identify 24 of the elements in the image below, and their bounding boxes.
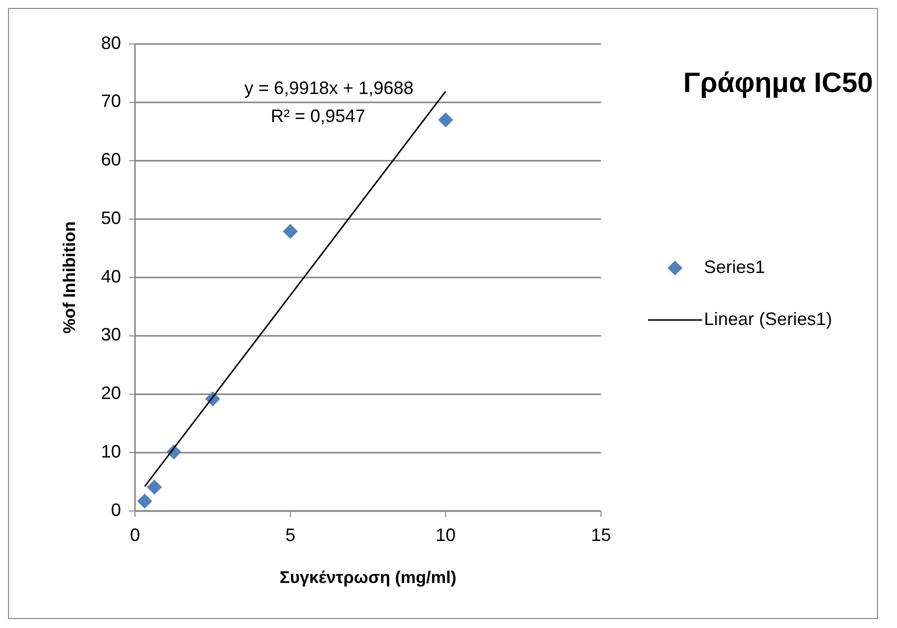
legend-label: Linear (Series1) bbox=[704, 308, 832, 329]
point bbox=[282, 224, 298, 239]
y-tick-label: 30 bbox=[100, 324, 121, 345]
y-tick-label: 0 bbox=[110, 500, 121, 520]
x-tick-label: 0 bbox=[130, 525, 140, 545]
x-tick-label: 15 bbox=[590, 525, 612, 545]
y-tick-label: 20 bbox=[100, 383, 121, 403]
point bbox=[137, 494, 152, 509]
annotation: y = 6,9918x + 1,9688 bbox=[244, 78, 414, 98]
y-tick-label: 60 bbox=[100, 150, 121, 170]
y-tick-label: 80 bbox=[100, 32, 121, 53]
y-tick-label: 50 bbox=[100, 208, 121, 228]
y-axis-title: %of Inhibition bbox=[60, 221, 79, 334]
y-tick-label: 10 bbox=[100, 441, 121, 462]
annotation: R² = 0,9547 bbox=[270, 106, 366, 126]
x-tick-label: 5 bbox=[285, 525, 296, 545]
y-tick-label: 40 bbox=[100, 266, 121, 286]
point bbox=[146, 480, 162, 495]
legend-label: Series1 bbox=[704, 256, 766, 277]
point bbox=[438, 112, 454, 128]
text: Γράφημα IC50 bbox=[683, 67, 873, 98]
x-axis-title: Συγκέντρωση (mg/ml) bbox=[280, 568, 456, 587]
x-tick-label: 10 bbox=[436, 525, 456, 545]
y-tick-label: 70 bbox=[100, 91, 121, 112]
